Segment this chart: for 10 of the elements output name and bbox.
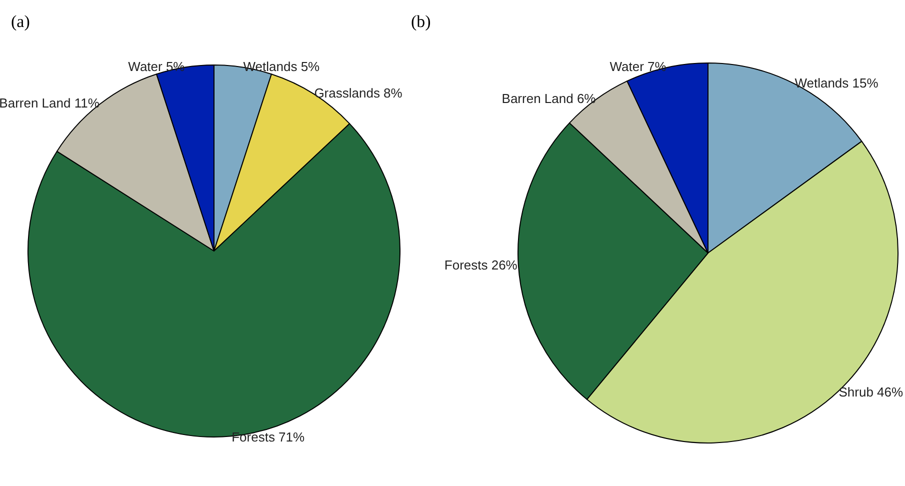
- slice-label: Shrub 46%: [838, 384, 904, 400]
- slice-label: Grasslands 8%: [314, 86, 403, 101]
- slice-label: Forests 71%: [232, 430, 306, 445]
- slice-label: Wetlands 15%: [794, 75, 879, 90]
- chart-title: (b): [411, 12, 431, 31]
- slice-label: Forests 26%: [444, 257, 518, 272]
- chart-title: (a): [11, 12, 30, 31]
- slice-label: Wetlands 5%: [243, 58, 320, 74]
- slice-label: Barren Land 6%: [502, 90, 596, 106]
- slice-label: Barren Land 11%: [0, 96, 100, 111]
